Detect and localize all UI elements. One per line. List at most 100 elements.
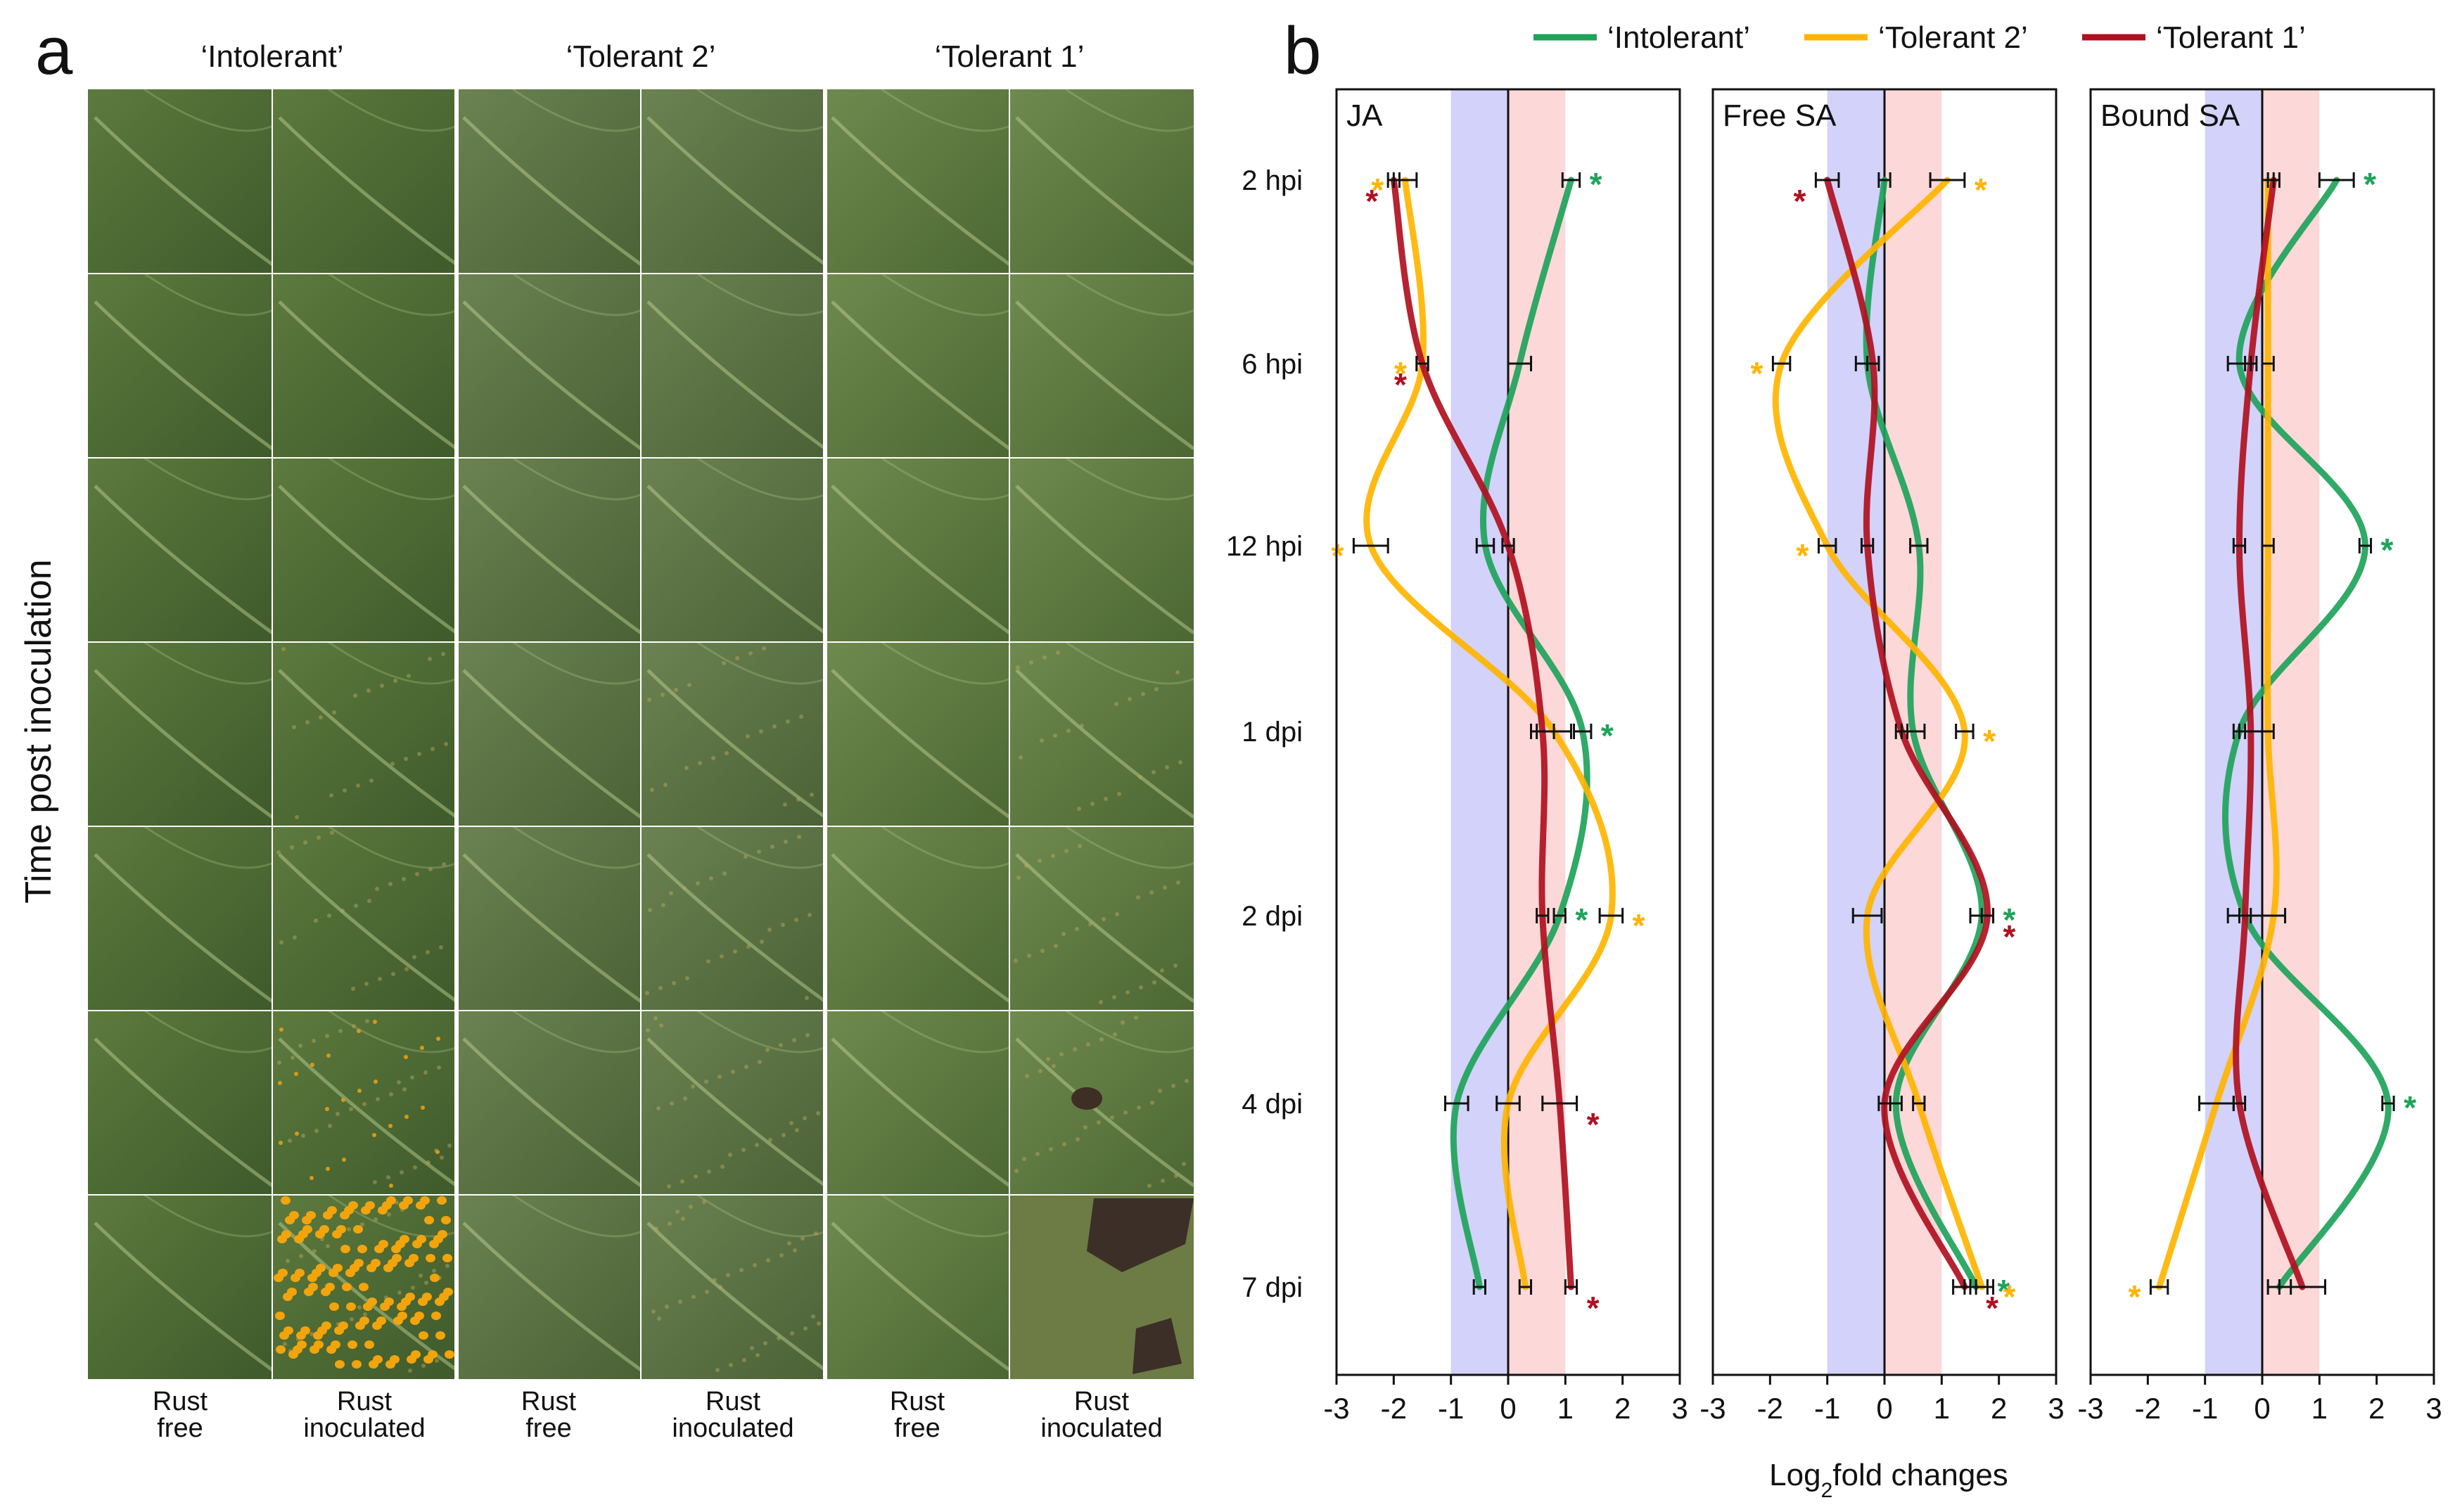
- leaf-spot: [440, 1155, 444, 1160]
- x-tick-label: 2: [2368, 1392, 2385, 1425]
- leaf-spot: [1059, 1052, 1064, 1056]
- rust-pustule: [342, 1158, 346, 1162]
- leaf-tile-bg: [825, 826, 1009, 1011]
- legend-label: ‘Tolerant 1’: [2156, 20, 2306, 55]
- rust-pustule: [306, 1211, 316, 1219]
- error-bar: [2244, 356, 2258, 371]
- leaf-spot: [292, 725, 296, 729]
- leaf-spot: [1154, 687, 1159, 691]
- leaf-spot: [1040, 949, 1045, 953]
- leaf-spot: [1176, 880, 1180, 885]
- leaf-spot: [397, 1080, 401, 1084]
- leaf-tile: [88, 1009, 274, 1195]
- rust-pustule: [426, 1254, 435, 1262]
- leaf-vein: [1015, 1037, 1195, 1187]
- rust-pustule: [397, 1312, 407, 1320]
- leaf-spot: [796, 797, 801, 802]
- leaf-tile-bg: [1009, 1011, 1194, 1195]
- leaf-spot: [665, 1305, 669, 1309]
- leaf-vein: [696, 88, 826, 132]
- leaf-tile-bg: [641, 89, 825, 274]
- leaf-tile: [457, 1193, 642, 1379]
- leaf-spot: [1029, 660, 1033, 665]
- leaf-spot: [419, 1274, 423, 1278]
- leaf-tile: [272, 456, 458, 642]
- leaf-spot: [362, 1102, 366, 1106]
- error-bar: [1955, 724, 1975, 739]
- leaf-vein: [696, 456, 826, 501]
- leaf-spot: [682, 886, 687, 890]
- rust-pustule: [331, 1340, 340, 1349]
- legend: ‘Intolerant’ ‘Tolerant 2’ ‘Tolerant 1’: [1533, 20, 2306, 55]
- leaf-tile: [272, 641, 458, 826]
- leaf-spot: [338, 1029, 343, 1033]
- leaf-spot: [411, 1286, 415, 1290]
- legend-item: ‘Tolerant 1’: [2082, 20, 2306, 55]
- rust-pustule: [357, 1245, 367, 1253]
- leaf-spot: [748, 651, 753, 655]
- leaf-spot: [413, 1165, 417, 1170]
- leaf-tile-bg: [825, 1195, 1009, 1379]
- leaf-spot: [353, 693, 357, 698]
- leaf-tile-bg: [825, 89, 1009, 274]
- leaf-tile-bg: [457, 826, 641, 1011]
- leaf-vein: [1015, 853, 1195, 1003]
- leaf-vein: [512, 272, 642, 316]
- leaf-spot: [720, 954, 724, 959]
- error-bar: [1814, 172, 1840, 188]
- leaf-spot: [1178, 760, 1182, 764]
- leaf-spot: [387, 1212, 391, 1217]
- rust-pustule: [372, 1133, 376, 1137]
- leaf-tile: [272, 1009, 458, 1195]
- leaf-spot: [1163, 885, 1167, 890]
- leaf-spot: [375, 887, 379, 891]
- x-tick-label: -1: [1438, 1392, 1464, 1425]
- leaf-spot: [1080, 724, 1084, 728]
- leaf-tile: [1009, 456, 1195, 642]
- leaf-spot: [805, 996, 809, 1000]
- error-bar: [1495, 1096, 1521, 1111]
- rust-pustule: [275, 1312, 285, 1320]
- leaf-spot: [1160, 968, 1164, 973]
- leaf-spot: [755, 1353, 760, 1357]
- leaf-tile-bg: [272, 826, 457, 1011]
- leaf-spot: [782, 1133, 786, 1137]
- leaf-spot: [293, 935, 297, 940]
- rust-pustule: [388, 1124, 393, 1128]
- leaf-spot: [1173, 963, 1178, 968]
- rust-pustule: [435, 1331, 445, 1340]
- leaf-tile-bg: [272, 458, 457, 642]
- leaf-spot: [709, 876, 713, 880]
- leaf-spot: [1121, 1020, 1125, 1025]
- leaf-spot: [731, 1070, 735, 1074]
- leaf-spot: [1014, 1169, 1019, 1173]
- leaf-spot: [672, 981, 676, 985]
- leaf-spot: [1064, 849, 1069, 853]
- leaf-vein: [278, 485, 458, 634]
- leaf-spot: [1123, 1110, 1128, 1115]
- rust-pustule: [428, 1350, 438, 1359]
- leaf-spot: [1024, 864, 1028, 868]
- leaf-spot: [1138, 775, 1142, 779]
- leaf-spot: [430, 747, 435, 751]
- leaf-spot: [393, 679, 397, 683]
- leaf-tile-bg: [1009, 89, 1194, 274]
- leaf-spot: [354, 904, 358, 908]
- leaf-spot: [1099, 1000, 1103, 1004]
- leaf-spot: [746, 734, 750, 738]
- leaf-spot: [404, 967, 409, 971]
- leaf-spot: [301, 1134, 305, 1138]
- leaf-vein: [143, 1193, 273, 1238]
- leaf-vein: [696, 641, 826, 685]
- rust-pustule: [403, 1196, 413, 1205]
- rust-pustule: [326, 1167, 330, 1171]
- rust-pustule: [378, 1240, 388, 1248]
- leaf-spot: [426, 1160, 430, 1165]
- leaf-spot: [1077, 807, 1081, 811]
- leaf-spot: [376, 1097, 380, 1101]
- leaf-vein: [696, 1009, 826, 1053]
- leaf-spot: [1076, 1137, 1080, 1141]
- significance-marker: *: [1371, 172, 1384, 208]
- leaf-vein: [881, 641, 1010, 685]
